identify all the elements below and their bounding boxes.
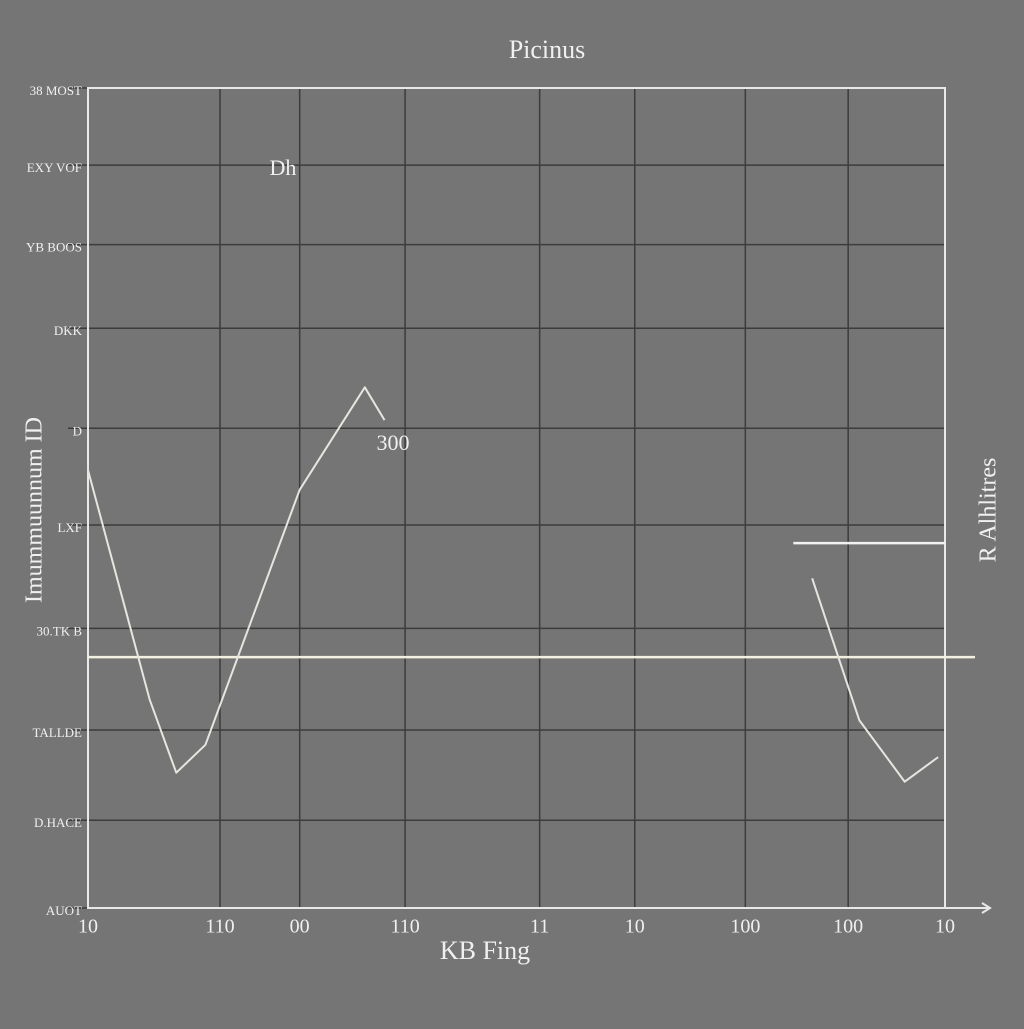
y-tick-label: TALLDE (33, 725, 83, 740)
chart-title: Picinus (509, 35, 586, 64)
y-tick-label: 38 MOST (30, 83, 82, 98)
y-tick-label: D (73, 423, 82, 438)
x-tick-label: 11 (530, 916, 549, 938)
x-axis-label: KB Fing (440, 936, 530, 965)
annotation: 300 (377, 430, 410, 455)
y-axis-label: Imummuunnum ID (22, 417, 48, 603)
y-tick-label: EXY VOF (27, 160, 82, 175)
line-series (87, 386, 939, 783)
y-tick-label: AUOT (46, 903, 82, 918)
x-tick-label: 100 (730, 916, 760, 938)
plot-frame (87, 87, 946, 909)
x-tick-label: 10 (625, 916, 645, 938)
y-tick-label: D.HACE (34, 815, 82, 830)
y-tick-label: 30.TK B (37, 623, 83, 638)
x-tick-label: 100 (833, 916, 863, 938)
x-tick-label: 10 (78, 916, 98, 938)
annotation: Dh (270, 155, 297, 180)
x-tick-label: 110 (205, 916, 234, 938)
y-tick-label: LXF (57, 520, 82, 535)
x-tick-label: 110 (390, 916, 419, 938)
x-tick-label: 00 (290, 916, 310, 938)
x-tick-label: 10 (935, 916, 955, 938)
y-tick-label: YB BOOS (26, 240, 82, 255)
x-axis-arrow (945, 902, 992, 914)
y2-axis-label: R Alhlitres (976, 458, 1002, 563)
y-tick-label: DKK (54, 323, 83, 338)
